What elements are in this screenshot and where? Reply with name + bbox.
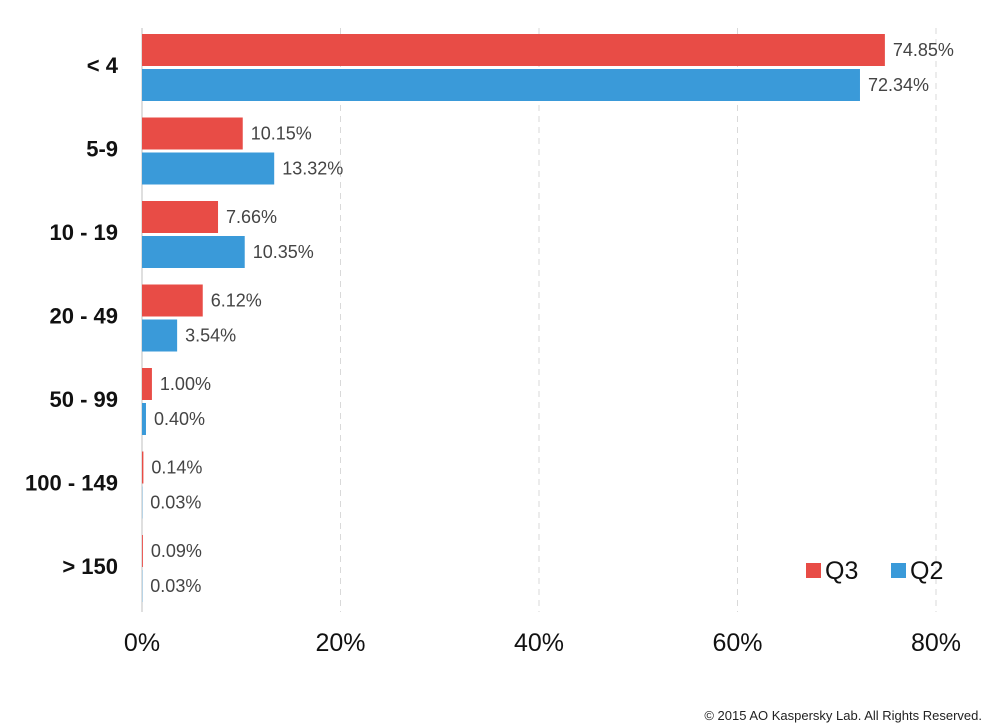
data-label: 0.09% (151, 541, 202, 561)
data-label: 0.14% (151, 458, 202, 478)
data-label: 0.40% (154, 409, 205, 429)
grid-lines (141, 28, 937, 612)
x-tick-label: 60% (712, 629, 762, 657)
data-label: 0.03% (150, 493, 201, 513)
bar-q3 (142, 34, 885, 66)
bar-q2 (142, 403, 146, 435)
category-label: 100 - 149 (25, 471, 118, 496)
data-label: 3.54% (185, 326, 236, 346)
category-labels: < 4 5-9 10 - 19 20 - 49 50 - 99 100 - 149 > 15… (25, 53, 119, 579)
legend-label-q3: Q3 (825, 557, 858, 585)
bar-q2 (142, 319, 178, 352)
bars: 74.85% 72.34% 10.15% 13.32% 7.66% 10.35% 6.12%… (142, 34, 954, 602)
x-tick-label: 0% (124, 629, 160, 657)
data-label: 1.00% (160, 374, 211, 394)
bar-q2 (142, 69, 860, 101)
legend-swatch-q2 (891, 563, 906, 578)
x-tick-label: 80% (911, 629, 961, 657)
category-label: 5-9 (86, 137, 118, 162)
bar-q2 (142, 236, 245, 268)
data-label: 10.15% (251, 124, 312, 144)
bar-q3 (142, 368, 152, 400)
x-tick-label: 40% (514, 629, 564, 657)
data-label: 7.66% (226, 207, 277, 227)
data-label: 13.32% (282, 159, 343, 179)
legend: Q3 Q2 (806, 557, 943, 585)
bar-q3 (142, 535, 143, 567)
data-label: 6.12% (211, 291, 262, 311)
data-label: 10.35% (253, 242, 314, 262)
category-label: 50 - 99 (50, 387, 119, 412)
x-tick-label: 20% (315, 629, 365, 657)
legend-label-q2: Q2 (910, 557, 943, 585)
bar-q3 (142, 201, 219, 233)
bar-q3 (142, 284, 203, 317)
copyright-text: © 2015 AO Kaspersky Lab. All Rights Rese… (704, 708, 982, 723)
category-label: 10 - 19 (50, 220, 119, 245)
bar-q3 (142, 451, 144, 484)
x-tick-labels: 0% 20% 40% 60% 80% (124, 629, 961, 657)
category-label: > 150 (62, 554, 118, 579)
data-label: 0.03% (150, 576, 201, 596)
data-label: 72.34% (868, 75, 929, 95)
bar-q3 (142, 117, 243, 150)
bar-q2 (142, 152, 275, 185)
legend-swatch-q3 (806, 563, 821, 578)
category-label: < 4 (87, 53, 119, 78)
data-label: 74.85% (893, 40, 954, 60)
category-label: 20 - 49 (50, 304, 119, 329)
